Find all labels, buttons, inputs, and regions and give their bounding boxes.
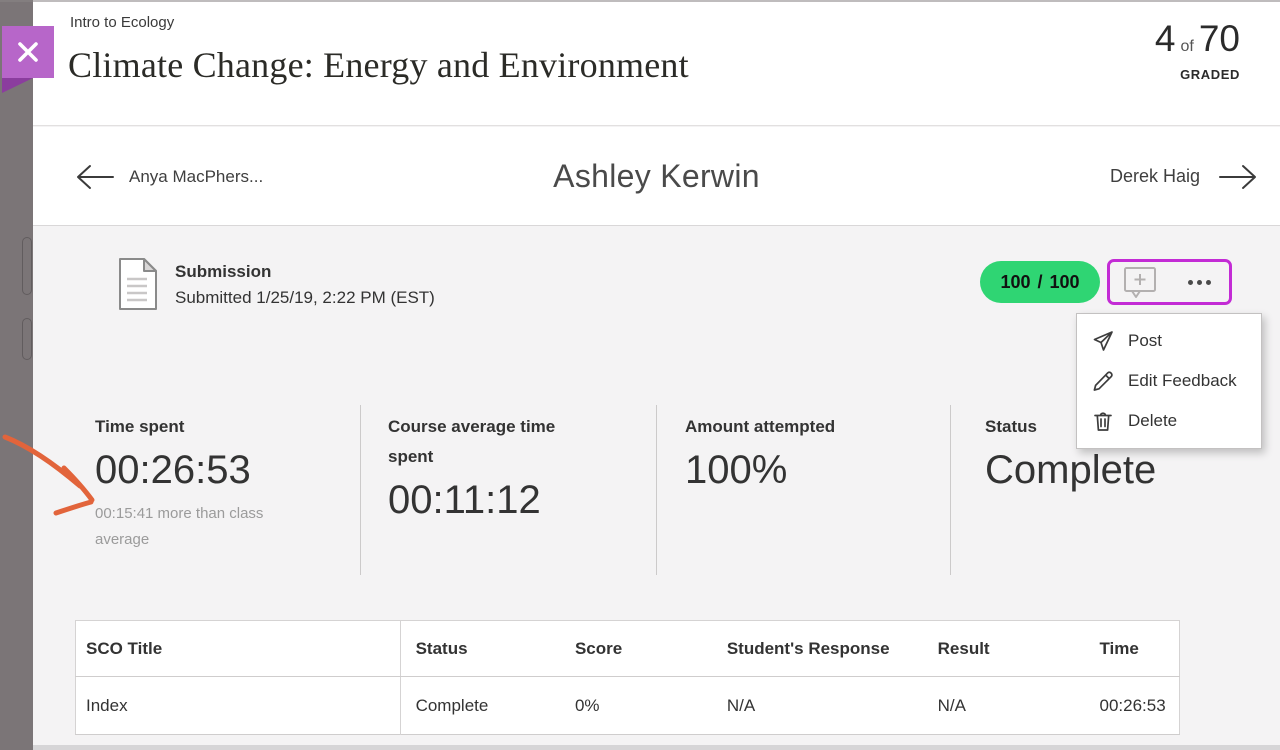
student-nav: Anya MacPhers... Ashley Kerwin Derek Hai… xyxy=(33,127,1280,226)
submission-date: Submitted 1/25/19, 2:22 PM (EST) xyxy=(175,288,435,307)
feedback-button-group xyxy=(1107,259,1232,305)
col-header-score: Score xyxy=(559,620,712,677)
stats-divider xyxy=(950,405,951,575)
close-icon xyxy=(18,42,38,62)
arrow-left-icon xyxy=(77,164,114,189)
col-header-time: Time xyxy=(1084,620,1180,677)
background-panel-edge xyxy=(22,237,32,295)
menu-item-label: Delete xyxy=(1128,411,1178,430)
add-feedback-button[interactable] xyxy=(1110,262,1170,302)
current-student-name: Ashley Kerwin xyxy=(553,158,760,194)
stat-time-spent: Time spent 00:26:53 00:15:41 more than c… xyxy=(95,412,325,553)
close-button[interactable] xyxy=(2,26,54,78)
ellipsis-icon xyxy=(1187,279,1211,285)
comment-plus-icon xyxy=(1123,267,1156,298)
cell-score: 0% xyxy=(574,695,600,715)
col-header-result: Result xyxy=(922,620,1085,677)
graded-counter: 4 of 70 GRADED xyxy=(1155,20,1240,83)
submission-title: Submission xyxy=(175,262,272,281)
stat-course-average-time: Course average time spent 00:11:12 xyxy=(388,412,598,526)
window-bottom-edge xyxy=(0,745,1280,750)
window-top-edge xyxy=(0,0,1280,2)
stat-label: Amount attempted xyxy=(685,417,836,436)
cell-status: Complete xyxy=(415,695,489,715)
stat-value: 100% xyxy=(685,448,788,492)
cell-time: 00:26:53 xyxy=(1099,695,1166,715)
header: Intro to Ecology Climate Change: Energy … xyxy=(33,0,1280,126)
table-header-row: SCO Title Status Score Student's Respons… xyxy=(75,620,1180,677)
stat-status: Status Complete xyxy=(985,412,1215,496)
col-header-students-response: Student's Response xyxy=(711,620,923,677)
side-strip xyxy=(0,0,33,750)
course-name: Intro to Ecology xyxy=(70,14,175,31)
menu-item-post[interactable]: Post xyxy=(1077,321,1261,361)
trash-icon xyxy=(1094,412,1112,431)
stat-note: 00:15:41 more than class average xyxy=(95,505,264,548)
stat-label: Course average time spent xyxy=(388,417,556,466)
stat-label: Status xyxy=(985,417,1037,436)
menu-item-edit-feedback[interactable]: Edit Feedback xyxy=(1077,361,1261,401)
stats-divider xyxy=(656,405,657,575)
next-student-button[interactable]: Derek Haig xyxy=(1110,127,1258,226)
sco-table: SCO Title Status Score Student's Respons… xyxy=(75,620,1180,735)
prev-student-name: Anya MacPhers... xyxy=(129,166,264,186)
arrow-right-icon xyxy=(1219,164,1256,189)
prev-student-button[interactable]: Anya MacPhers... xyxy=(75,127,263,226)
stat-label: Time spent xyxy=(95,417,185,436)
graded-total: 70 xyxy=(1198,18,1240,59)
cell-students-response: N/A xyxy=(726,695,756,715)
menu-item-delete[interactable]: Delete xyxy=(1077,401,1261,441)
pencil-icon xyxy=(1093,371,1113,391)
graded-of: of xyxy=(1180,38,1194,55)
graded-label: GRADED xyxy=(1180,67,1240,82)
cell-sco-title: Index xyxy=(75,676,401,735)
menu-item-label: Edit Feedback xyxy=(1128,371,1237,390)
menu-item-label: Post xyxy=(1128,331,1163,350)
table-row: Index Complete 0% N/A N/A 00:26:53 xyxy=(75,676,1180,735)
page-title: Climate Change: Energy and Environment xyxy=(68,45,689,85)
col-header-sco-title: SCO Title xyxy=(75,620,401,677)
score-pill[interactable]: 100 / 100 xyxy=(980,261,1100,303)
score-value: 100 xyxy=(1000,271,1031,292)
graded-count: 4 of 70 xyxy=(1155,20,1240,66)
next-student-name: Derek Haig xyxy=(1109,166,1200,186)
submission-row: Submission Submitted 1/25/19, 2:22 PM (E… xyxy=(33,226,1280,341)
cell-result: N/A xyxy=(937,695,966,715)
col-header-status: Status xyxy=(400,620,560,677)
stat-value: Complete xyxy=(985,448,1157,492)
graded-current: 4 xyxy=(1154,18,1176,59)
options-menu: Post Edit Feedback Delete xyxy=(1076,313,1262,449)
score-divider: / xyxy=(1037,271,1043,292)
stat-amount-attempted: Amount attempted 100% xyxy=(685,412,915,496)
submission-info: Submission Submitted 1/25/19, 2:22 PM (E… xyxy=(175,259,435,311)
score-total: 100 xyxy=(1049,271,1080,292)
background-panel-edge xyxy=(22,318,32,360)
stat-value: 00:26:53 xyxy=(95,448,251,492)
stats-divider xyxy=(360,405,361,575)
stat-value: 00:11:12 xyxy=(388,478,541,522)
annotation-arrow-icon xyxy=(2,434,95,516)
paper-plane-icon xyxy=(1093,331,1113,351)
document-icon xyxy=(119,258,157,310)
more-options-button[interactable] xyxy=(1170,262,1230,302)
